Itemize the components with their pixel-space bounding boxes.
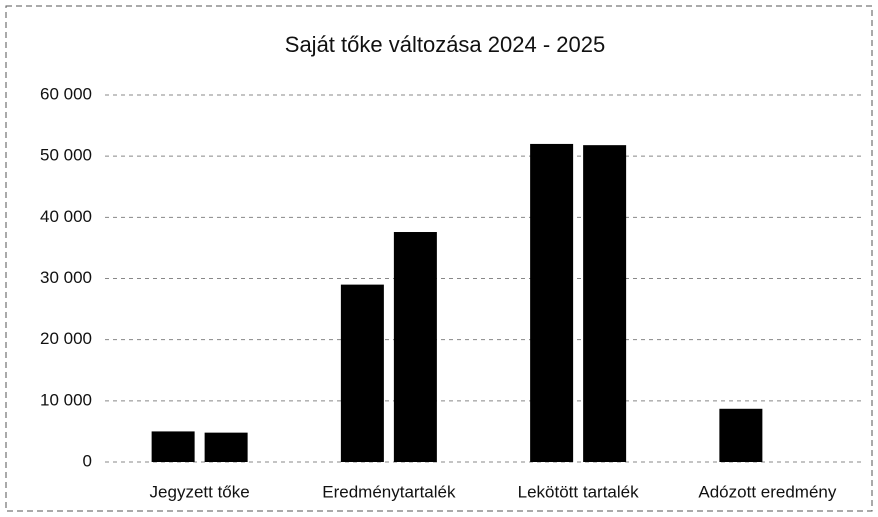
bar (393, 232, 437, 462)
bar (583, 145, 627, 462)
x-tick-label: Lekötött tartalék (518, 482, 639, 501)
chart-border (5, 5, 873, 512)
y-tick-label: 40 000 (40, 207, 92, 226)
bar (719, 408, 763, 462)
bar (340, 284, 384, 462)
y-tick-label: 50 000 (40, 146, 92, 165)
chart-title: Saját tőke változása 2024 - 2025 (285, 32, 605, 57)
bar (530, 143, 574, 462)
x-tick-label: Eredménytartalék (322, 482, 456, 501)
bar (151, 431, 195, 462)
y-tick-label: 60 000 (40, 84, 92, 103)
y-tick-label: 10 000 (40, 390, 92, 409)
y-tick-label: 30 000 (40, 268, 92, 287)
x-tick-label: Jegyzett tőke (150, 482, 250, 501)
y-tick-label: 20 000 (40, 329, 92, 348)
y-tick-label: 0 (83, 451, 92, 470)
bar (204, 432, 248, 462)
x-tick-label: Adózott eredmény (698, 482, 836, 501)
